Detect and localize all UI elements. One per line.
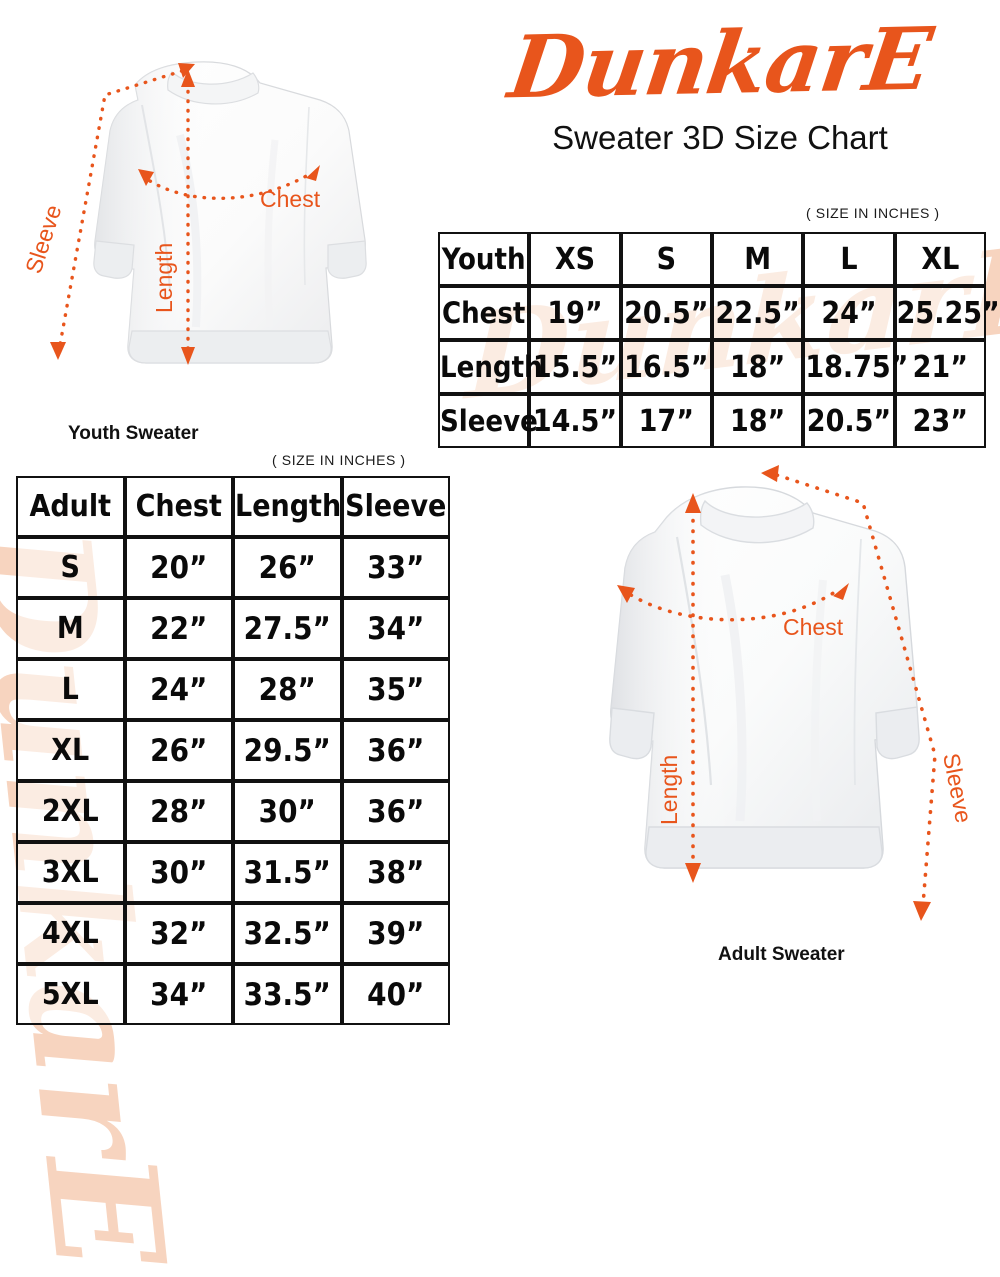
youth-sweater-graphic: Length Chest Sleeve xyxy=(20,61,367,365)
adult-row-label: 4XL xyxy=(16,903,125,964)
table-row: L 24” 28” 35” xyxy=(16,659,450,720)
youth-cell: 17” xyxy=(620,394,712,448)
table-row: 2XL 28” 30” 36” xyxy=(16,781,450,842)
adult-cell: 26” xyxy=(233,537,342,598)
youth-sweater-illustration: Length Chest Sleeve xyxy=(20,45,420,390)
adult-cell: 39” xyxy=(341,903,450,964)
adult-cell: 34” xyxy=(341,598,450,659)
youth-cell: 15.5” xyxy=(529,340,621,394)
adult-cell: 24” xyxy=(124,659,233,720)
adult-cell: 36” xyxy=(341,720,450,781)
adult-cell: 28” xyxy=(233,659,342,720)
youth-col-m: M xyxy=(711,232,804,286)
adult-sleeve-label: Sleeve xyxy=(938,751,977,825)
youth-col-xl: XL xyxy=(894,232,986,286)
adult-sweater-illustration: Length Chest Sleeve xyxy=(545,455,985,945)
table-row: Length 15.5” 16.5” 18” 18.75” 21” xyxy=(438,340,986,394)
youth-length-label: Length xyxy=(151,243,177,313)
adult-chest-label: Chest xyxy=(783,614,844,640)
youth-cell: 19” xyxy=(529,286,621,340)
adult-length-label: Length xyxy=(656,755,682,825)
adult-sweater-body xyxy=(609,486,920,869)
adult-col-size: Adult xyxy=(16,476,125,537)
adult-cell: 34” xyxy=(124,964,233,1025)
adult-row-label: 2XL xyxy=(16,781,125,842)
youth-measure-chest: Chest xyxy=(138,165,321,212)
adult-cell: 31.5” xyxy=(233,842,342,903)
units-note-adult: ( SIZE IN INCHES ) xyxy=(272,452,406,468)
youth-sweater-caption: Youth Sweater xyxy=(68,423,199,444)
adult-cell: 26” xyxy=(124,720,233,781)
adult-cell: 33” xyxy=(341,537,450,598)
table-row-header: Adult Chest Length Sleeve xyxy=(16,476,450,537)
adult-row-label: L xyxy=(16,659,125,720)
adult-row-label: S xyxy=(16,537,125,598)
adult-row-label: 5XL xyxy=(16,964,125,1025)
youth-chest-label: Chest xyxy=(260,186,321,212)
table-row: XL 26” 29.5” 36” xyxy=(16,720,450,781)
brand-logo: DunkarE xyxy=(503,8,938,119)
table-row: 3XL 30” 31.5” 38” xyxy=(16,842,450,903)
adult-cell: 29.5” xyxy=(233,720,342,781)
size-chart-canvas: DunkarE Sweater 3D Size Chart xyxy=(0,9,1000,1277)
adult-measure-chest: Chest xyxy=(617,583,849,640)
adult-sweater-graphic: Length Chest Sleeve xyxy=(609,465,977,921)
youth-sweater-body xyxy=(93,61,367,364)
youth-cell: 20.5” xyxy=(620,286,712,340)
youth-cell: 18.75” xyxy=(803,340,908,394)
adult-cell: 28” xyxy=(124,781,233,842)
youth-row-label-chest: Chest xyxy=(438,286,530,340)
units-note-youth: ( SIZE IN INCHES ) xyxy=(806,205,940,221)
youth-cell: 16.5” xyxy=(620,340,712,394)
adult-row-label: 3XL xyxy=(16,842,125,903)
table-row: M 22” 27.5” 34” xyxy=(16,598,450,659)
youth-col-xs: XS xyxy=(529,232,621,286)
youth-cell: 18” xyxy=(711,340,804,394)
youth-row-label-length: Length xyxy=(438,340,543,394)
youth-cell: 22.5” xyxy=(711,286,804,340)
adult-row-label: XL xyxy=(16,720,125,781)
table-row: S 20” 26” 33” xyxy=(16,537,450,598)
adult-cell: 40” xyxy=(341,964,450,1025)
youth-cell: 20.5” xyxy=(803,394,895,448)
adult-cell: 33.5” xyxy=(233,964,342,1025)
adult-cell: 20” xyxy=(124,537,233,598)
youth-size-table: Youth XS S M L XL Chest 19” 20.5” 22.5” … xyxy=(438,232,1000,448)
adult-measure-length: Length xyxy=(656,493,701,883)
youth-cell: 18” xyxy=(711,394,804,448)
youth-corner-label: Youth xyxy=(438,232,530,286)
adult-cell: 30” xyxy=(233,781,342,842)
youth-sleeve-label: Sleeve xyxy=(20,202,66,277)
table-row: 4XL 32” 32.5” 39” xyxy=(16,903,450,964)
youth-cell: 25.25” xyxy=(894,286,1000,340)
youth-cell: 21” xyxy=(894,340,986,394)
table-row-header: Youth XS S M L XL xyxy=(438,232,986,286)
adult-col-sleeve: Sleeve xyxy=(341,476,450,537)
adult-sweater-caption: Adult Sweater xyxy=(718,944,845,965)
youth-col-l: L xyxy=(803,232,895,286)
adult-cell: 35” xyxy=(341,659,450,720)
table-row: Chest 19” 20.5” 22.5” 24” 25.25” xyxy=(438,286,1000,340)
adult-cell: 32.5” xyxy=(233,903,342,964)
youth-cell: 23” xyxy=(894,394,986,448)
table-row: 5XL 34” 33.5” 40” xyxy=(16,964,450,1025)
brand-header: DunkarE Sweater 3D Size Chart xyxy=(455,9,985,158)
adult-col-length: Length xyxy=(233,476,342,537)
adult-cell: 36” xyxy=(341,781,450,842)
table-row: Sleeve 14.5” 17” 18” 20.5” 23” xyxy=(438,394,986,448)
adult-col-chest: Chest xyxy=(124,476,233,537)
adult-row-label: M xyxy=(16,598,125,659)
youth-cell: 14.5” xyxy=(529,394,621,448)
adult-size-table: Adult Chest Length Sleeve S 20” 26” 33” … xyxy=(16,476,450,1025)
youth-col-s: S xyxy=(620,232,712,286)
youth-cell: 24” xyxy=(803,286,895,340)
adult-cell: 27.5” xyxy=(233,598,342,659)
youth-measure-length: Length xyxy=(151,69,195,365)
adult-cell: 38” xyxy=(341,842,450,903)
page-title: Sweater 3D Size Chart xyxy=(552,119,888,156)
adult-cell: 32” xyxy=(124,903,233,964)
youth-row-label-sleeve: Sleeve xyxy=(438,394,538,448)
adult-cell: 30” xyxy=(124,842,233,903)
adult-cell: 22” xyxy=(124,598,233,659)
